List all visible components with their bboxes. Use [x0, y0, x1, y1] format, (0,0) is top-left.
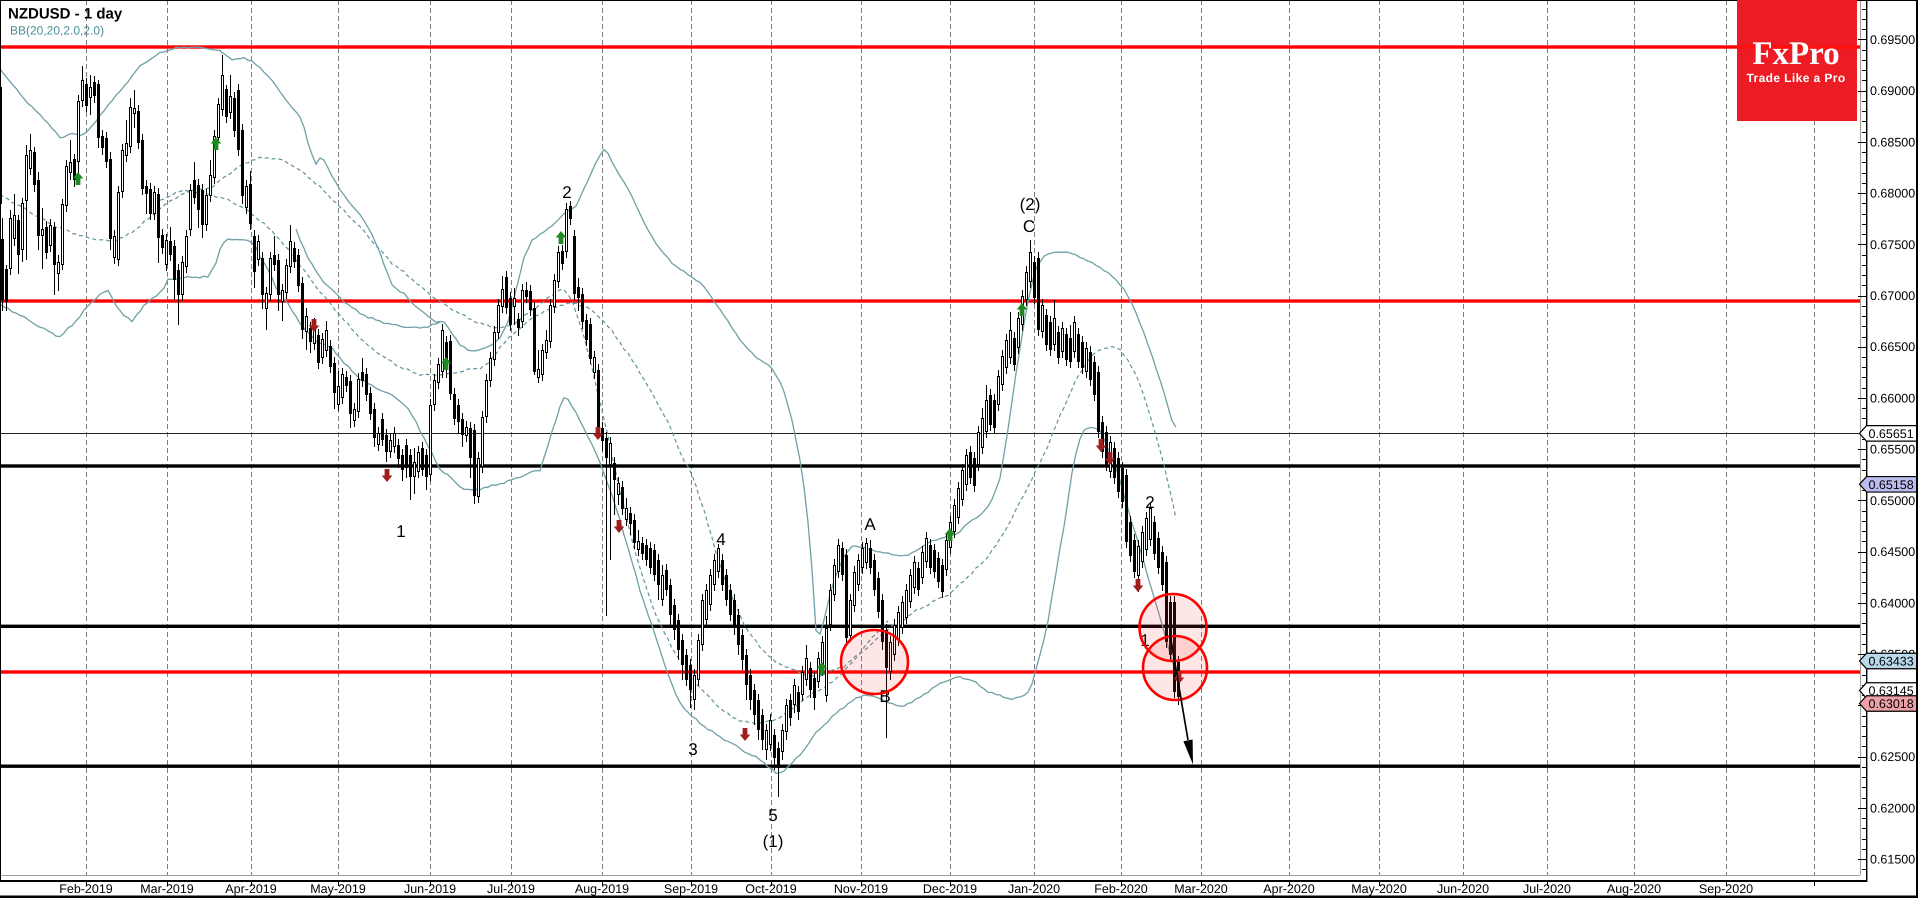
svg-text:1: 1 [396, 522, 405, 541]
svg-text:Mar-2019: Mar-2019 [140, 882, 194, 896]
svg-text:2: 2 [1145, 493, 1154, 512]
svg-text:Jun-2020: Jun-2020 [1437, 882, 1489, 896]
svg-text:Feb-2020: Feb-2020 [1094, 882, 1148, 896]
svg-text:NZDUSD - 1 day: NZDUSD - 1 day [8, 6, 123, 23]
svg-text:0.63145: 0.63145 [1869, 684, 1914, 698]
svg-text:1: 1 [1140, 631, 1149, 650]
svg-text:Trade Like a Pro: Trade Like a Pro [1746, 71, 1845, 85]
svg-text:Sep-2020: Sep-2020 [1699, 882, 1753, 896]
svg-text:0.65000: 0.65000 [1870, 494, 1915, 508]
svg-text:Jul-2020: Jul-2020 [1523, 882, 1571, 896]
svg-text:0.67500: 0.67500 [1870, 238, 1915, 252]
svg-text:(1): (1) [763, 832, 784, 851]
svg-text:C: C [1023, 217, 1035, 236]
svg-text:Apr-2020: Apr-2020 [1263, 882, 1314, 896]
svg-text:Mar-2020: Mar-2020 [1174, 882, 1228, 896]
svg-text:May-2019: May-2019 [310, 882, 366, 896]
svg-text:Apr-2019: Apr-2019 [225, 882, 276, 896]
svg-text:Feb-2019: Feb-2019 [59, 882, 113, 896]
svg-text:0.69500: 0.69500 [1870, 33, 1915, 47]
svg-text:0.65158: 0.65158 [1869, 478, 1914, 492]
svg-text:0.66500: 0.66500 [1870, 340, 1915, 354]
svg-text:0.61500: 0.61500 [1870, 853, 1915, 867]
svg-text:4: 4 [716, 530, 725, 549]
svg-text:Aug-2020: Aug-2020 [1607, 882, 1661, 896]
svg-text:0.62000: 0.62000 [1870, 801, 1915, 815]
svg-text:2: 2 [562, 183, 571, 202]
svg-text:Jul-2019: Jul-2019 [487, 882, 535, 896]
svg-text:May-2020: May-2020 [1351, 882, 1407, 896]
svg-text:5: 5 [768, 806, 777, 825]
svg-text:BB(20,20,2.0,2.0): BB(20,20,2.0,2.0) [10, 24, 104, 38]
svg-text:Nov-2019: Nov-2019 [834, 882, 888, 896]
svg-text:0.68000: 0.68000 [1870, 187, 1915, 201]
svg-text:B: B [879, 687, 890, 706]
svg-text:Jun-2019: Jun-2019 [404, 882, 456, 896]
svg-text:Dec-2019: Dec-2019 [923, 882, 977, 896]
svg-text:0.64000: 0.64000 [1870, 596, 1915, 610]
svg-text:Sep-2019: Sep-2019 [664, 882, 718, 896]
svg-text:Aug-2019: Aug-2019 [575, 882, 629, 896]
svg-text:Jan-2020: Jan-2020 [1008, 882, 1060, 896]
svg-text:0.69000: 0.69000 [1870, 84, 1915, 98]
svg-text:0.63433: 0.63433 [1869, 655, 1914, 669]
svg-text:Oct-2019: Oct-2019 [745, 882, 796, 896]
svg-text:(2): (2) [1020, 195, 1041, 214]
svg-text:0.66000: 0.66000 [1870, 392, 1915, 406]
svg-text:FxPro: FxPro [1752, 36, 1839, 72]
svg-text:0.67000: 0.67000 [1870, 289, 1915, 303]
svg-text:0.63018: 0.63018 [1869, 697, 1914, 711]
svg-text:3: 3 [688, 740, 697, 759]
svg-text:A: A [864, 515, 876, 534]
svg-text:0.62500: 0.62500 [1870, 750, 1915, 764]
svg-text:0.68500: 0.68500 [1870, 135, 1915, 149]
svg-text:0.65651: 0.65651 [1869, 427, 1914, 441]
svg-text:0.65500: 0.65500 [1870, 443, 1915, 457]
svg-text:0.64500: 0.64500 [1870, 545, 1915, 559]
